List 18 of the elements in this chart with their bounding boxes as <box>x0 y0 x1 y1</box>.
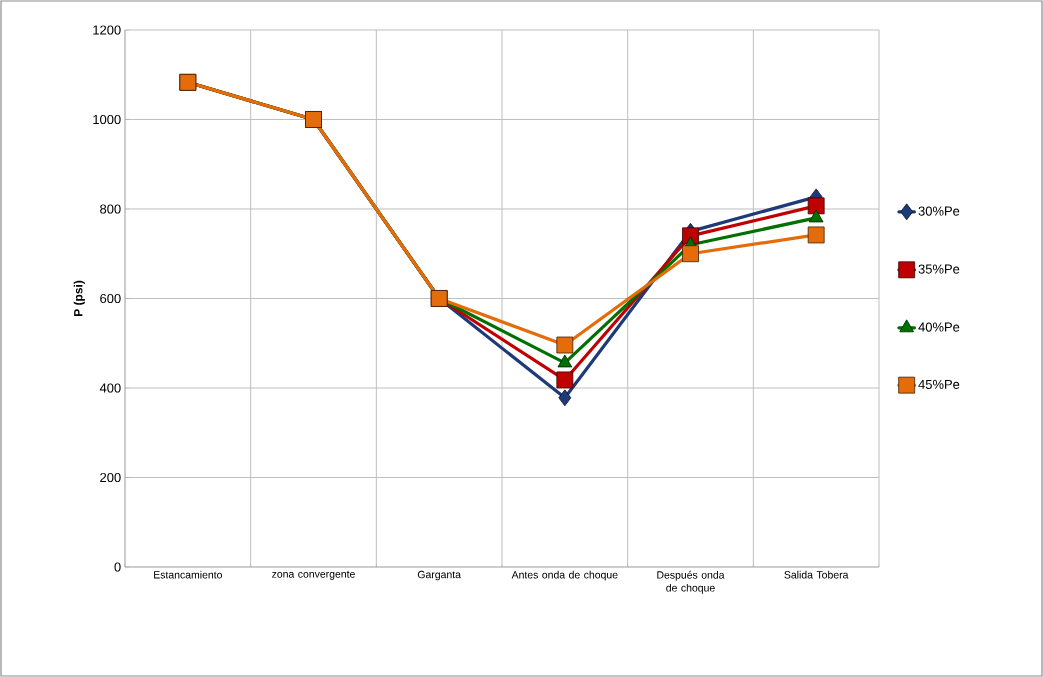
legend-label: 35%Pe <box>918 264 960 274</box>
x-tick-label: Antes onda de choque <box>511 570 618 581</box>
x-tick-label: zona convergente <box>272 570 355 580</box>
y-tick-label: 200 <box>100 472 121 483</box>
x-tick-label: Garganta <box>417 570 461 581</box>
y-tick-label: 1000 <box>93 114 121 125</box>
x-tick-label: Después onda de choque <box>657 570 725 594</box>
y-axis-title: P (psi) <box>73 280 85 316</box>
legend-label: 45%Pe <box>918 379 960 389</box>
y-tick-label: 800 <box>100 204 121 214</box>
y-tick-label: 0 <box>114 562 121 572</box>
x-tick-label: Estancamiento <box>154 570 222 579</box>
y-tick-label: 600 <box>100 293 121 304</box>
x-tick-label: Salida Tobera <box>784 570 849 579</box>
y-tick-label: 1200 <box>93 25 121 35</box>
legend-label: 40%Pe <box>918 322 960 332</box>
y-tick-label: 400 <box>99 383 121 393</box>
legend-label: 30%Pe <box>918 206 960 216</box>
